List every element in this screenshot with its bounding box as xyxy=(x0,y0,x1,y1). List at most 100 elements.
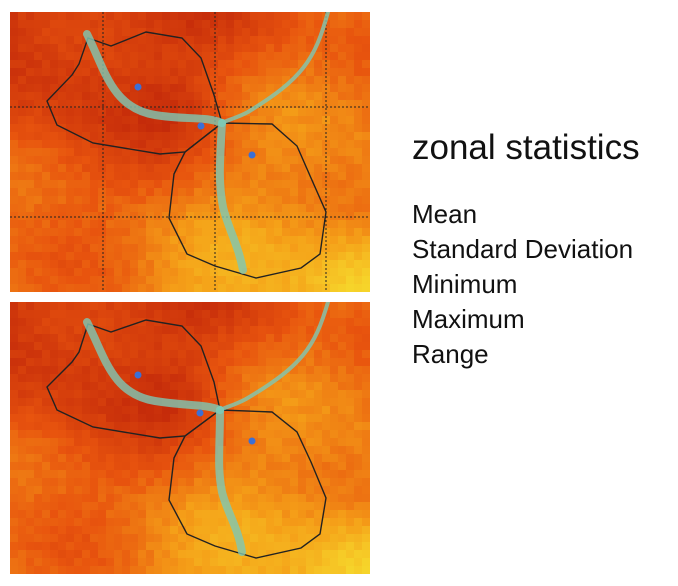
raster-cell xyxy=(194,502,202,510)
raster-cell xyxy=(42,494,50,502)
raster-cell xyxy=(90,518,98,526)
raster-cell xyxy=(306,566,314,574)
raster-cell xyxy=(258,462,266,470)
raster-cell xyxy=(242,228,250,236)
raster-cell xyxy=(50,60,58,68)
raster-cell xyxy=(10,100,18,108)
raster-cell xyxy=(298,148,306,156)
raster-cell xyxy=(34,318,42,326)
raster-cell xyxy=(130,414,138,422)
raster-cell xyxy=(258,374,266,382)
raster-cell xyxy=(154,116,162,124)
raster-cell xyxy=(210,68,218,76)
stream-west-branch xyxy=(83,318,224,414)
raster-cell xyxy=(26,446,34,454)
raster-cell xyxy=(130,196,138,204)
raster-cell xyxy=(346,566,354,574)
raster-cell xyxy=(138,276,146,284)
raster-cell xyxy=(122,518,130,526)
raster-cell xyxy=(106,244,114,252)
raster-cell xyxy=(130,52,138,60)
raster-cell xyxy=(146,310,154,318)
raster-cell xyxy=(210,510,218,518)
raster-cell xyxy=(290,204,298,212)
raster-cell xyxy=(338,542,346,550)
raster-cell xyxy=(114,566,122,574)
raster-cell xyxy=(338,244,346,252)
raster-cell xyxy=(42,124,50,132)
raster-cell xyxy=(242,350,250,358)
raster-cell xyxy=(146,502,154,510)
raster-cell xyxy=(322,342,330,350)
zone-point-center xyxy=(196,409,204,417)
raster-cell xyxy=(34,196,42,204)
raster-cell xyxy=(34,430,42,438)
raster-cell xyxy=(242,204,250,212)
raster-cell xyxy=(34,494,42,502)
raster-cell xyxy=(282,84,290,92)
raster-cell xyxy=(26,398,34,406)
raster-cell xyxy=(194,148,202,156)
raster-cell xyxy=(114,140,122,148)
raster-cell xyxy=(194,358,202,366)
raster-cell xyxy=(194,84,202,92)
raster-cell xyxy=(202,542,210,550)
raster-cell xyxy=(18,116,26,124)
raster-cell xyxy=(362,334,370,342)
raster-cell xyxy=(290,220,298,228)
raster-cell xyxy=(298,406,306,414)
raster-cell xyxy=(290,502,298,510)
raster-cell xyxy=(66,454,74,462)
raster-cell xyxy=(290,52,298,60)
raster-cell xyxy=(58,550,66,558)
raster-cell xyxy=(50,220,58,228)
raster-cell xyxy=(122,478,130,486)
raster-cell xyxy=(266,358,274,366)
raster-cell xyxy=(50,566,58,574)
raster-cell xyxy=(146,454,154,462)
raster-cell xyxy=(194,366,202,374)
raster-cell xyxy=(330,172,338,180)
raster-cell xyxy=(266,276,274,284)
raster-cell xyxy=(290,374,298,382)
raster-cell xyxy=(74,438,82,446)
raster-cell xyxy=(178,36,186,44)
raster-cell xyxy=(10,382,18,390)
raster-cell xyxy=(274,398,282,406)
raster-cell xyxy=(138,502,146,510)
raster-cell xyxy=(306,116,314,124)
raster-cell xyxy=(138,20,146,28)
raster-cell xyxy=(26,12,34,20)
raster-cell xyxy=(170,44,178,52)
raster-cell xyxy=(138,116,146,124)
raster-cell xyxy=(234,52,242,60)
raster-cell xyxy=(298,28,306,36)
raster-cell xyxy=(10,374,18,382)
raster-cell xyxy=(122,268,130,276)
raster-cell xyxy=(178,486,186,494)
raster-cell xyxy=(250,108,258,116)
raster-cell xyxy=(338,422,346,430)
raster-cell xyxy=(250,342,258,350)
raster-cell xyxy=(266,438,274,446)
raster-cell xyxy=(306,350,314,358)
raster-cell xyxy=(274,220,282,228)
raster-cell xyxy=(330,326,338,334)
raster-cell xyxy=(138,220,146,228)
raster-cell xyxy=(218,542,226,550)
raster-cell xyxy=(266,302,274,310)
raster-cell xyxy=(90,108,98,116)
raster-cell xyxy=(26,100,34,108)
raster-cell xyxy=(10,124,18,132)
raster-cell xyxy=(146,438,154,446)
raster-cell xyxy=(138,228,146,236)
raster-cell xyxy=(106,284,114,292)
raster-cell xyxy=(226,550,234,558)
raster-cell xyxy=(170,374,178,382)
raster-cell xyxy=(186,28,194,36)
raster-cell xyxy=(106,406,114,414)
raster-cell xyxy=(202,302,210,310)
raster-cell xyxy=(298,212,306,220)
raster-cell xyxy=(42,374,50,382)
raster-cell xyxy=(194,268,202,276)
